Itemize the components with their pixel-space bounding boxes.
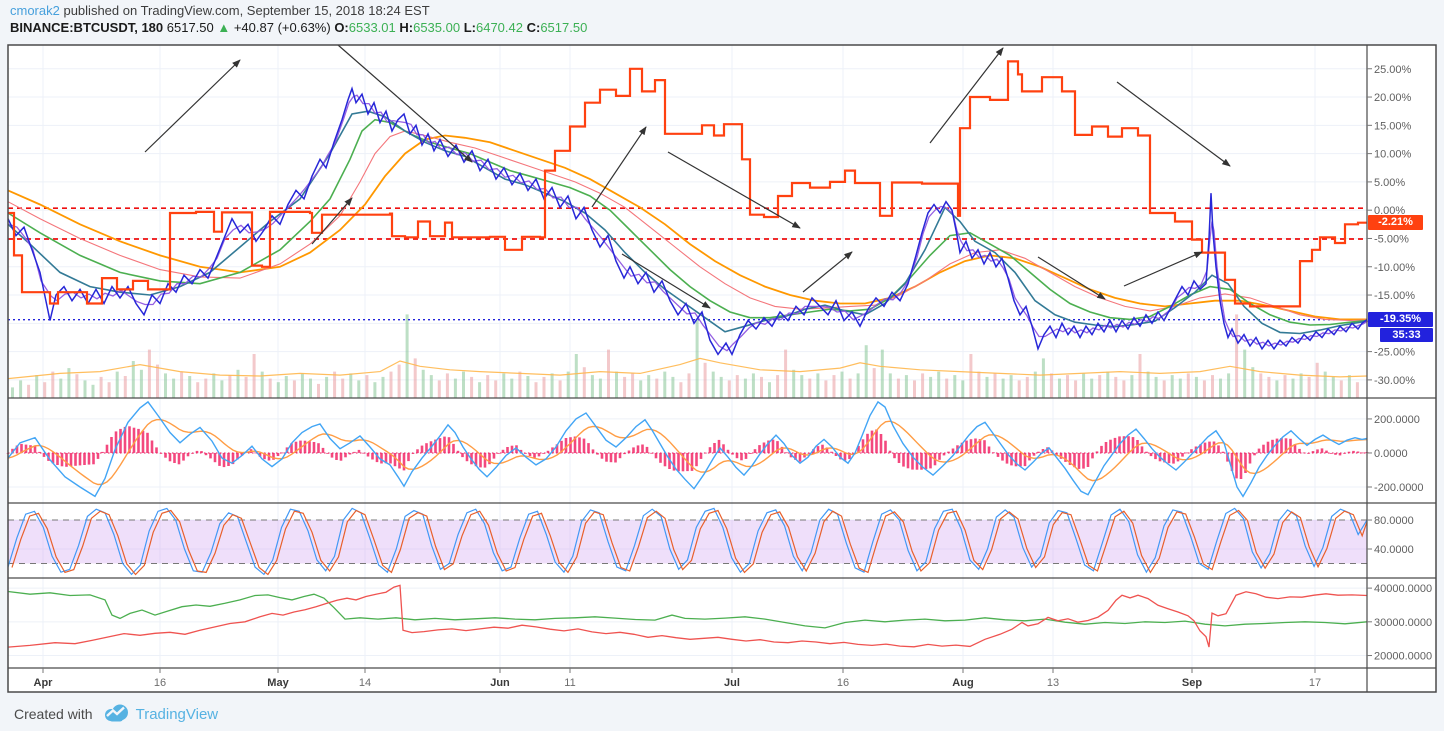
svg-text:Apr: Apr (34, 677, 54, 689)
svg-text:May: May (267, 677, 289, 689)
svg-text:17: 17 (1309, 677, 1321, 689)
svg-text:0.0000: 0.0000 (1374, 448, 1408, 460)
svg-text:Aug: Aug (952, 677, 973, 689)
username-link[interactable]: cmorak2 (10, 3, 60, 18)
quote-segment: O: (334, 20, 349, 35)
svg-text:25.00%: 25.00% (1374, 64, 1412, 76)
tradingview-brand-link[interactable]: TradingView (135, 705, 219, 723)
quote-segment: BINANCE:BTCUSDT, 180 (10, 20, 167, 35)
quote-segment: ▲ (217, 20, 234, 35)
svg-text:13: 13 (1047, 677, 1059, 689)
tradingview-logo-icon[interactable] (103, 703, 130, 725)
quote-segment: H: (399, 20, 414, 35)
svg-text:-10.00%: -10.00% (1374, 262, 1415, 274)
snapshot-header: cmorak2 published on TradingView.com, Se… (10, 2, 587, 36)
quote-segment: 6535.00 (413, 20, 464, 35)
quote-segment: L: (463, 20, 476, 35)
svg-text:200.0000: 200.0000 (1374, 414, 1420, 426)
symbol-quote-line: BINANCE:BTCUSDT, 180 6517.50 ▲ +40.87 (+… (10, 19, 587, 36)
quote-segment: 6470.42 (475, 20, 527, 35)
svg-text:Jun: Jun (490, 677, 510, 689)
svg-text:5.00%: 5.00% (1374, 177, 1405, 189)
published-line: cmorak2 published on TradingView.com, Se… (10, 2, 587, 19)
svg-text:40000.0000: 40000.0000 (1374, 583, 1432, 595)
svg-text:-200.0000: -200.0000 (1374, 482, 1424, 494)
created-with-label: Created with (14, 706, 93, 722)
svg-text:40.0000: 40.0000 (1374, 544, 1414, 556)
published-text: published on TradingView.com, September … (59, 3, 430, 18)
svg-text:-15.00%: -15.00% (1374, 290, 1415, 302)
svg-text:0.00%: 0.00% (1374, 205, 1405, 217)
quote-segment: C: (526, 20, 541, 35)
quote-segment: 6533.01 (348, 20, 400, 35)
svg-text:11: 11 (564, 677, 575, 689)
step-value-axis-badge: -2.21% (1368, 215, 1423, 230)
svg-text:20000.0000: 20000.0000 (1374, 651, 1432, 663)
svg-text:10.00%: 10.00% (1374, 149, 1412, 161)
footer: Created with TradingView (14, 703, 218, 725)
bar-countdown-badge: 35:33 (1380, 328, 1433, 342)
svg-text:14: 14 (359, 677, 371, 689)
svg-text:80.0000: 80.0000 (1374, 515, 1414, 527)
quote-segment: 6517.50 (540, 20, 588, 35)
svg-text:-30.00%: -30.00% (1374, 375, 1415, 387)
svg-text:-25.00%: -25.00% (1374, 347, 1415, 359)
quote-segment: +40.87 (+0.63%) (233, 20, 335, 35)
quote-segment: 6517.50 (166, 20, 218, 35)
svg-text:Sep: Sep (1182, 677, 1202, 689)
svg-text:-5.00%: -5.00% (1374, 234, 1409, 246)
svg-text:16: 16 (837, 677, 849, 689)
svg-text:15.00%: 15.00% (1374, 120, 1412, 132)
svg-text:30000.0000: 30000.0000 (1374, 617, 1432, 629)
svg-text:Jul: Jul (724, 677, 740, 689)
price-value-axis-badge: -19.35% (1368, 312, 1433, 327)
svg-text:20.00%: 20.00% (1374, 92, 1412, 104)
svg-text:16: 16 (154, 677, 166, 689)
